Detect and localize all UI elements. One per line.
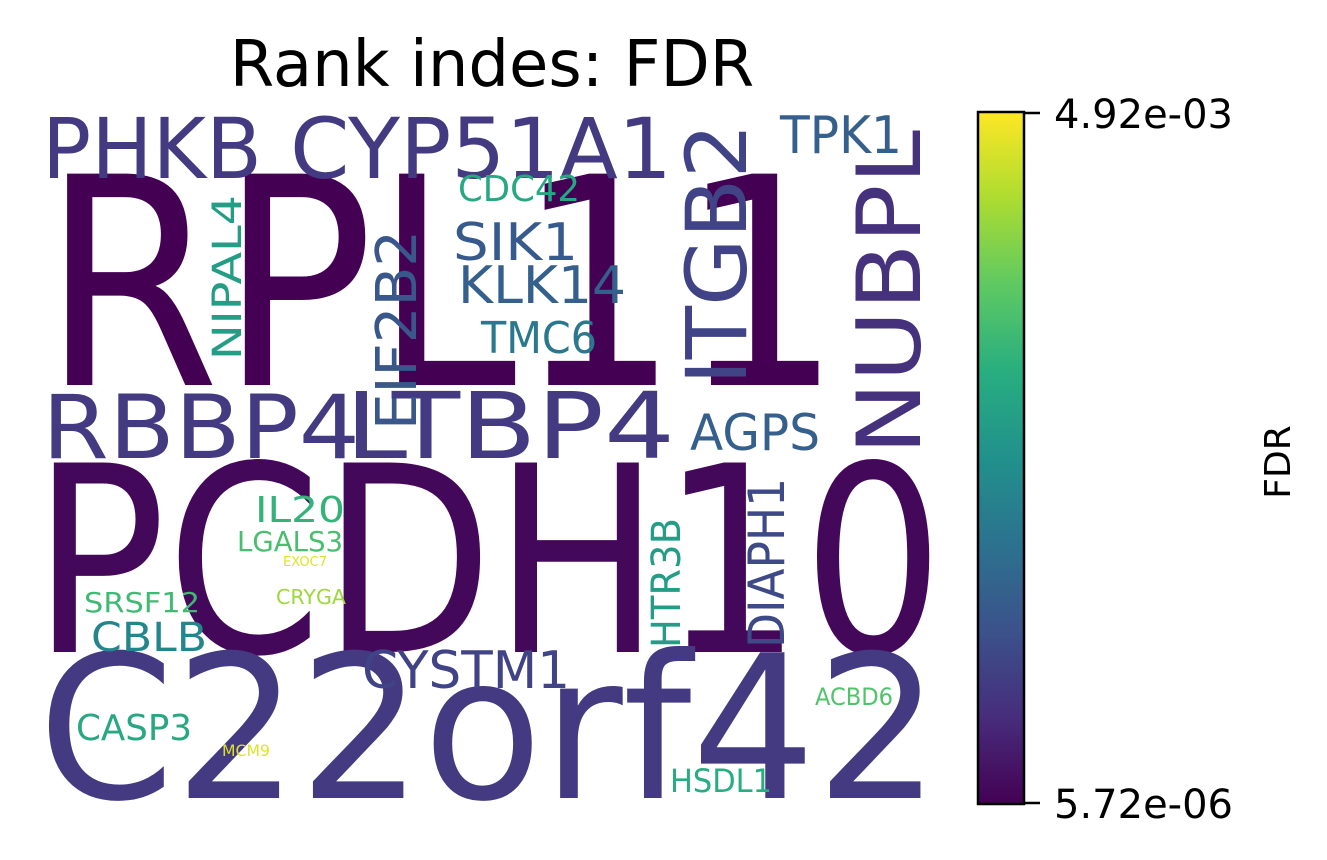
word-srsf12: SRSF12 [84, 586, 200, 619]
word-pcdh10: PCDH10 [32, 412, 944, 714]
word-acbd6: ACBD6 [815, 683, 893, 711]
word-cblb: CBLB [91, 615, 207, 661]
word-htr3b: HTR3B [644, 518, 690, 648]
word-hsdl1: HSDL1 [670, 762, 772, 800]
word-tmc6: TMC6 [480, 313, 597, 364]
word-casp3: CASP3 [76, 708, 192, 749]
word-cdc42: CDC42 [458, 169, 580, 210]
word-itgb2: ITGB2 [668, 123, 766, 385]
word-diaph1: DIAPH1 [738, 478, 796, 648]
colorbar: 4.92e-03 5.72e-06 FDR [976, 92, 1299, 828]
word-nipal4: NIPAL4 [205, 195, 251, 360]
word-cystm1: CYSTM1 [362, 641, 570, 701]
word-lgals3: LGALS3 [237, 525, 343, 558]
colorbar-frame [976, 110, 1026, 806]
word-exoc7: EXOC7 [283, 555, 327, 570]
word-rpl11: RPL11 [42, 117, 842, 454]
colorbar-min-label: 5.72e-06 [1054, 782, 1233, 828]
word-cyp51a1: CYP51A1 [290, 100, 672, 198]
word-sik1: SIK1 [453, 213, 578, 273]
word-nubpl: NUBPL [838, 130, 941, 455]
word-tpk1: TPK1 [779, 106, 902, 166]
word-mcm9: MCM9 [222, 741, 270, 760]
word-agps: AGPS [690, 404, 820, 462]
colorbar-gradient [978, 112, 1024, 804]
word-il20: IL20 [255, 490, 345, 531]
word-cryga: CRYGA [276, 585, 346, 609]
word-eif2b2: EIF2B2 [365, 230, 430, 430]
word-phkb: PHKB [42, 100, 262, 198]
chart-title: Rank indes: FDR [230, 28, 754, 102]
word-rbbp4: RBBP4 [42, 376, 360, 479]
colorbar-max-label: 4.92e-03 [1054, 92, 1233, 138]
word-c22orf42: C22orf42 [38, 613, 940, 846]
word-ltbp4: LTBP4 [345, 373, 675, 480]
colorbar-axis-label: FDR [1258, 425, 1299, 498]
word-klk14: KLK14 [458, 256, 626, 316]
